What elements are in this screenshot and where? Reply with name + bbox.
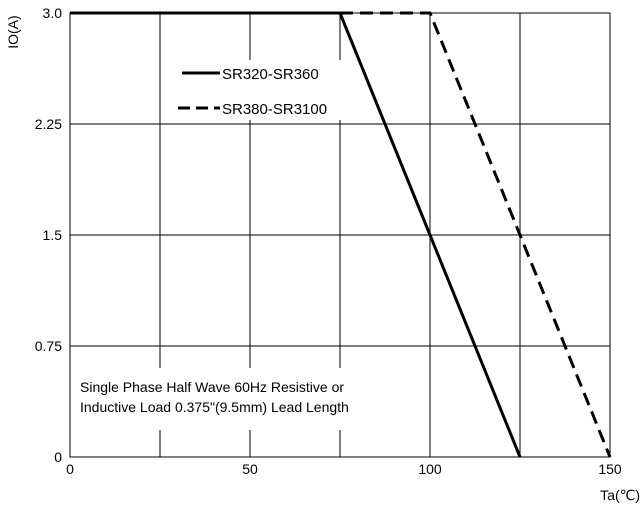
y-tick-labels: 0 0.75 1.5 2.25 3.0 [35,5,62,465]
legend-label-series-2: SR380-SR3100 [222,101,327,118]
y-tick-label: 1.5 [43,227,63,243]
x-axis-label: Ta(℃) [600,487,640,503]
x-tick-label: 150 [598,461,622,477]
series-line-2 [340,11,612,458]
annotation-line-1: Single Phase Half Wave 60Hz Resistive or [80,379,344,395]
x-tick-labels: 0 50 100 150 [66,461,622,477]
y-tick-label: 3.0 [43,5,63,21]
series-line-1 [70,11,522,458]
annotation-background [74,368,404,430]
legend-label-series-1: SR320-SR360 [222,66,319,83]
x-tick-label: 50 [242,461,258,477]
series-lines [70,11,612,458]
y-axis-label: IO(A) [5,15,21,48]
x-tick-label: 0 [66,461,74,477]
annotation-line-2: Inductive Load 0.375"(9.5mm) Lead Length [80,399,349,415]
y-tick-label: 0 [54,449,62,465]
x-tick-label: 100 [418,461,442,477]
legend-background [178,60,350,120]
y-tick-label: 2.25 [35,116,62,132]
y-tick-label: 0.75 [35,338,62,354]
